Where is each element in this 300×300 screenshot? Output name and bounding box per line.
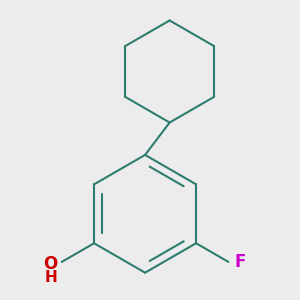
Text: H: H (44, 270, 57, 285)
Text: F: F (234, 253, 246, 271)
Text: O: O (43, 255, 57, 273)
